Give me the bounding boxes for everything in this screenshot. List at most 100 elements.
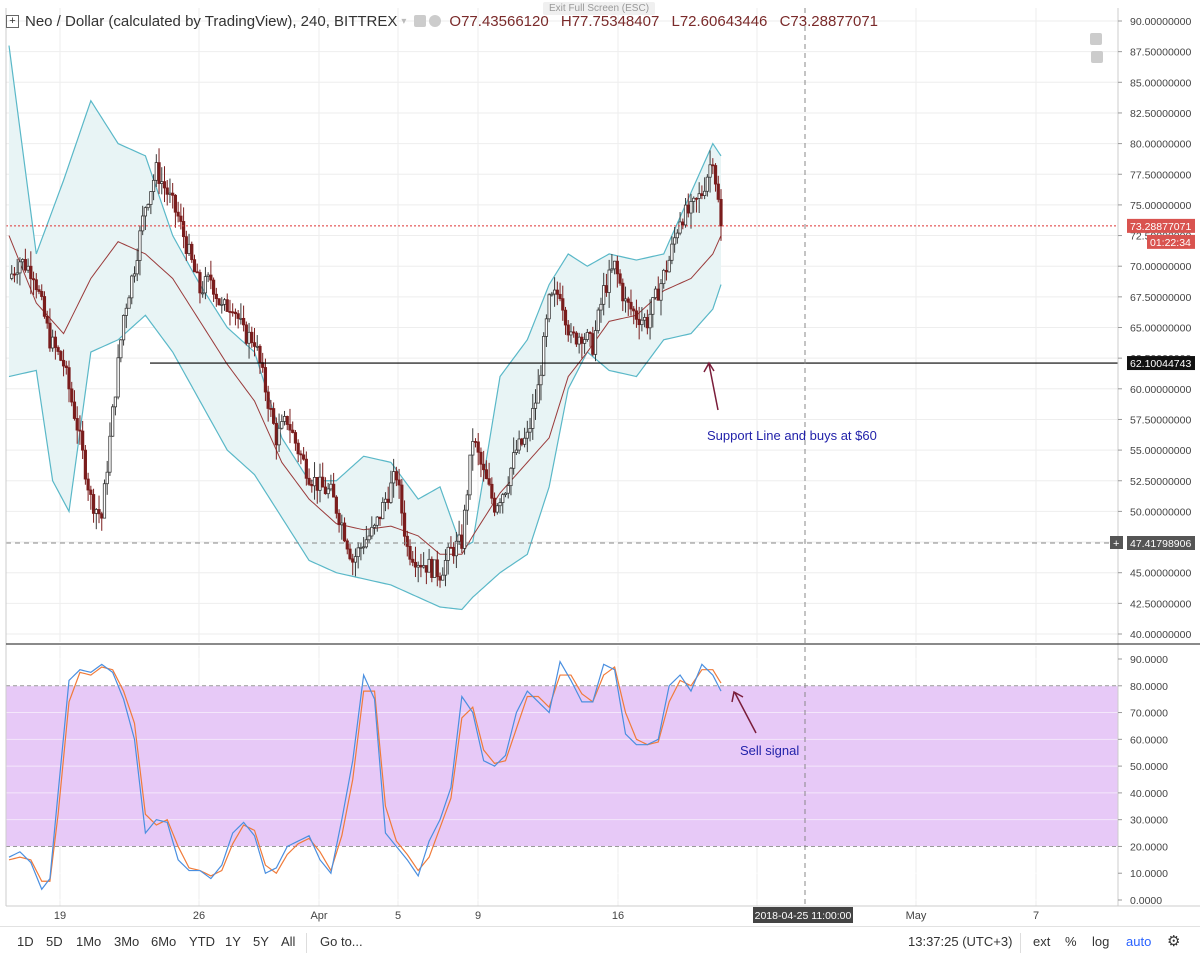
candle-body xyxy=(552,289,557,295)
stoch-tick-label: 20.0000 xyxy=(1130,841,1168,853)
goto-button[interactable]: Go to... xyxy=(320,934,363,949)
expand-icon[interactable]: + xyxy=(6,14,19,28)
maximize-icon[interactable] xyxy=(1091,51,1103,63)
candle-body xyxy=(124,307,128,316)
candle-body xyxy=(662,269,666,285)
candle-body xyxy=(141,215,145,232)
range-3mo-button[interactable]: 3Mo xyxy=(114,934,140,949)
candle-body xyxy=(307,477,311,485)
dropdown-icon[interactable]: ▾ xyxy=(401,15,407,27)
candle-body xyxy=(623,298,628,302)
candle-body xyxy=(236,313,240,319)
candle-body xyxy=(637,318,641,326)
price-tick-label: 80.00000000 xyxy=(1130,139,1191,151)
plus-icon: + xyxy=(1113,538,1119,550)
sell-arrow-head xyxy=(731,690,744,703)
settings-gear-icon[interactable]: ⚙ xyxy=(1167,933,1181,950)
candle-body xyxy=(462,509,467,549)
candle-body xyxy=(312,477,317,487)
candle-body xyxy=(143,207,147,217)
support-arrow-head xyxy=(703,361,715,373)
percent-toggle[interactable]: % xyxy=(1065,934,1077,949)
candle-body xyxy=(146,204,150,209)
candle-body xyxy=(618,273,622,284)
crosshair-time-badge xyxy=(753,907,853,923)
candle-body xyxy=(130,275,134,299)
collapse-buttons[interactable] xyxy=(1090,32,1118,63)
candle-body xyxy=(708,164,712,178)
ext-toggle[interactable]: ext xyxy=(1033,934,1051,949)
candle-body xyxy=(495,505,499,513)
candle-body xyxy=(222,299,227,305)
candle-body xyxy=(168,192,172,195)
range-all-button[interactable]: All xyxy=(281,934,296,949)
price-tick-label: 45.00000000 xyxy=(1130,568,1191,580)
candle-body xyxy=(198,272,202,294)
range-6mo-button[interactable]: 6Mo xyxy=(151,934,177,949)
stochastic-band xyxy=(6,658,1118,901)
range-1mo-button[interactable]: 1Mo xyxy=(76,934,102,949)
candle-body xyxy=(334,496,338,514)
settings-icon[interactable] xyxy=(414,15,427,27)
candle-body xyxy=(78,429,82,432)
candle-body xyxy=(190,243,194,261)
candle-body xyxy=(711,164,715,167)
eye-icon[interactable] xyxy=(429,15,442,27)
price-tick-label: 82.50000000 xyxy=(1130,108,1191,120)
candle-body xyxy=(424,565,428,573)
log-toggle[interactable]: log xyxy=(1092,934,1110,949)
candle-body xyxy=(402,512,407,537)
candle-body xyxy=(615,260,619,275)
candle-body xyxy=(468,454,472,496)
candle-body xyxy=(569,331,573,336)
price-tick-label: 87.50000000 xyxy=(1130,47,1191,59)
candle-body xyxy=(321,476,325,488)
stoch-tick-label: 70.0000 xyxy=(1130,708,1168,720)
high-value: 77.75348407 xyxy=(571,12,660,30)
range-5d-button[interactable]: 5D xyxy=(46,934,63,949)
chart-header: + Neo / Dollar (calculated by TradingVie… xyxy=(6,10,878,32)
candle-body xyxy=(430,558,434,578)
candle-body xyxy=(45,315,49,324)
candle-body xyxy=(247,331,251,344)
candle-body xyxy=(192,259,197,273)
candle-body xyxy=(498,502,502,507)
candle-body xyxy=(422,565,426,568)
range-5y-button[interactable]: 5Y xyxy=(253,934,269,949)
range-1d-button[interactable]: 1D xyxy=(17,934,34,949)
candle-body xyxy=(94,509,98,514)
candle-body xyxy=(89,489,93,495)
candle-body xyxy=(105,471,109,485)
candle-body xyxy=(29,265,33,280)
candle-body xyxy=(506,485,510,494)
candle-body xyxy=(157,162,161,184)
candle-body xyxy=(689,201,693,214)
minimize-icon[interactable] xyxy=(1090,33,1102,45)
candle-body xyxy=(681,221,685,226)
candle-body xyxy=(454,540,458,557)
candle-body xyxy=(100,513,104,519)
range-1y-button[interactable]: 1Y xyxy=(225,934,241,949)
candle-body xyxy=(184,236,188,254)
candle-body xyxy=(10,273,14,279)
candle-body xyxy=(400,484,404,514)
candle-body xyxy=(173,194,178,213)
candle-body xyxy=(61,359,66,367)
candle-body xyxy=(389,482,393,503)
last-price-badge xyxy=(1127,218,1195,233)
candle-body xyxy=(323,486,328,495)
candle-body xyxy=(51,336,55,349)
candle-body xyxy=(697,193,701,199)
candle-body xyxy=(83,449,87,480)
candle-body xyxy=(342,522,347,542)
exit-fullscreen-label[interactable]: Exit Full Screen (ESC) xyxy=(543,2,656,15)
countdown-text: 01:22:34 xyxy=(1150,237,1191,249)
candle-body xyxy=(149,191,153,205)
candle-body xyxy=(501,494,505,503)
clock-label[interactable]: 13:37:25 (UTC+3) xyxy=(908,934,1013,949)
candle-body xyxy=(337,512,341,526)
auto-toggle[interactable]: auto xyxy=(1126,934,1152,949)
candle-body xyxy=(643,317,647,321)
range-ytd-button[interactable]: YTD xyxy=(189,934,215,949)
